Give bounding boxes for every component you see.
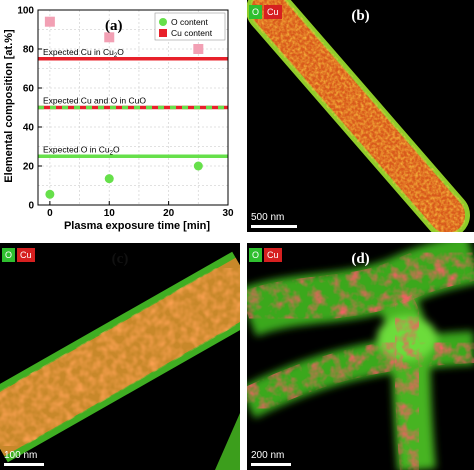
- channel-o-badge: O: [249, 5, 263, 19]
- reference-label-suffix: O: [113, 144, 120, 154]
- scale-bar-text-c: 100 nm: [4, 450, 38, 461]
- reference-label-subscript: 2: [110, 150, 114, 156]
- data-point-o-content: [45, 189, 55, 199]
- eds-map-d: O Cu (d) 200 nm: [247, 243, 474, 470]
- reference-label-subscript: 2: [114, 53, 118, 59]
- channel-cu-badge: Cu: [17, 248, 35, 262]
- channel-o-badge: O: [249, 248, 263, 262]
- legend-entry: Cu content: [171, 28, 213, 38]
- axes: 0 10 20 30 0 20 40 60 80 100: [17, 6, 234, 220]
- x-tick-label: 20: [163, 208, 175, 219]
- panel-label-b: (b): [351, 8, 370, 24]
- y-axis-label: Elemental composition [at.%]: [3, 29, 15, 183]
- legend-entry: O content: [171, 17, 208, 27]
- scale-bar-d: 200 nm: [251, 450, 291, 466]
- data-points: [44, 16, 204, 199]
- reference-line-label: Expected Cu in Cu2O: [43, 47, 124, 59]
- legend-marker-square: [159, 29, 167, 37]
- legend-marker-circle: [159, 18, 167, 26]
- data-point-cu-content: [193, 44, 204, 54]
- eds-map-c: O Cu (c) 100 nm: [0, 243, 240, 470]
- reference-lines: Expected Cu in Cu2O Expected Cu and O in …: [38, 47, 228, 158]
- data-point-o-content: [193, 161, 203, 171]
- data-point-o-content: [104, 174, 114, 184]
- channel-cu-badge: Cu: [264, 5, 282, 19]
- scale-bar-line-c: [4, 463, 44, 466]
- y-tick-label: 100: [17, 6, 34, 17]
- scale-bar-line-d: [251, 463, 291, 466]
- panel-label-a: (a): [105, 18, 123, 34]
- scale-bar-c: 100 nm: [4, 450, 44, 466]
- composition-chart-panel: Expected Cu in Cu2O Expected Cu and O in …: [0, 0, 240, 232]
- panel-label-c: (c): [111, 251, 129, 267]
- plot-frame: [37, 9, 229, 206]
- reference-label-suffix: O: [117, 47, 124, 57]
- scale-bar-text-d: 200 nm: [251, 450, 285, 461]
- x-tick-label: 10: [104, 208, 116, 219]
- x-tick-label: 0: [47, 208, 53, 219]
- nanowire-map-image-c: [0, 251, 240, 470]
- data-point-cu-content: [44, 16, 55, 27]
- y-tick-label: 20: [23, 162, 35, 173]
- panel-label-d: (d): [351, 251, 370, 267]
- y-tick-label: 0: [28, 201, 34, 212]
- y-tick-label: 40: [23, 123, 35, 134]
- reference-line-label: Expected O in Cu2O: [43, 144, 120, 156]
- y-tick-label: 60: [23, 84, 35, 95]
- composition-chart: Expected Cu in Cu2O Expected Cu and O in …: [3, 6, 234, 233]
- nanowire-map-image-b: [247, 0, 470, 232]
- channel-o-badge: O: [2, 248, 16, 262]
- x-axis-label: Plasma exposure time [min]: [64, 220, 210, 232]
- eds-map-b: O Cu (b) 500 nm: [247, 0, 474, 232]
- scale-bar-text-b: 500 nm: [251, 212, 285, 223]
- nanowire-map-image-d: [247, 243, 474, 470]
- reference-line-label: Expected Cu and O in CuO: [43, 96, 146, 106]
- x-tick-label: 30: [222, 208, 234, 219]
- y-tick-label: 80: [23, 45, 35, 56]
- scale-bar-line-b: [251, 225, 297, 228]
- channel-cu-badge: Cu: [264, 248, 282, 262]
- data-point-cu-content: [104, 32, 115, 43]
- scale-bar-b: 500 nm: [251, 212, 297, 228]
